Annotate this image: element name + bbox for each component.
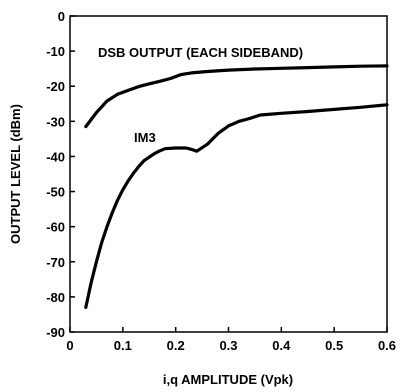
y-ticks: 0 -10 -20 -30 -40 -50 -60 -70 -80 -90 [46,9,75,340]
x-tick-label: 0 [66,338,73,353]
y-tick-label: -90 [46,325,65,340]
y-tick-label: 0 [58,9,65,24]
y-tick-label: -70 [46,255,65,270]
plot-frame [69,15,388,333]
y-tick-label: -60 [46,220,65,235]
y-tick-label: -50 [46,185,65,200]
dsb-output-line [84,64,389,129]
x-tick-label: 0.4 [272,338,291,353]
x-tick-label: 0.2 [167,338,185,353]
im3-line [84,103,389,309]
y-tick-label: -80 [46,290,65,305]
series-label-dsb: DSB OUTPUT (EACH SIDEBAND) [98,45,303,60]
y-axis-label: OUTPUT LEVEL (dBm) [8,104,23,244]
series-lines [84,64,389,309]
y-tick-label: -10 [46,44,65,59]
x-tick-label: 0.5 [325,338,343,353]
x-tick-label: 0.6 [378,338,396,353]
y-tick-label: -30 [46,114,65,129]
x-axis-label: i,q AMPLITUDE (Vpk) [163,372,293,387]
x-tick-label: 0.3 [219,338,237,353]
y-tick-label: -40 [46,149,65,164]
x-ticks: 0 0.1 0.2 0.3 0.4 0.5 0.6 [66,327,396,353]
series-label-im3: IM3 [134,130,156,145]
x-tick-label: 0.1 [114,338,132,353]
y-tick-label: -20 [46,79,65,94]
